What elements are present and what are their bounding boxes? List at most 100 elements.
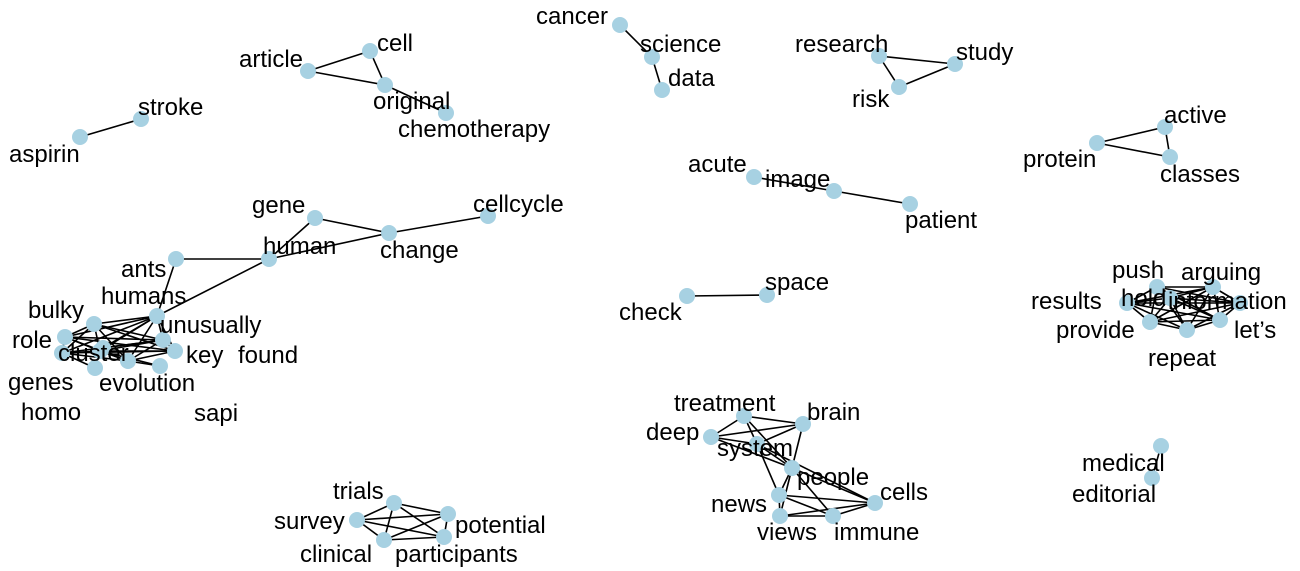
edge-check-space xyxy=(686,294,768,297)
node-hold xyxy=(1162,290,1178,306)
edge-risk-study xyxy=(898,63,956,88)
node-clinical xyxy=(376,532,392,548)
node-label-genes: genes xyxy=(8,369,73,396)
node-label-arguing: arguing xyxy=(1181,259,1261,286)
node-potential xyxy=(440,506,456,522)
node-label-acute: acute xyxy=(688,151,747,178)
node-chemotherapy xyxy=(438,105,454,121)
node-label-sapi: sapi xyxy=(194,400,238,427)
node-label-unusually: unusually xyxy=(160,312,261,339)
edge-system-news xyxy=(756,443,780,496)
node-label-cluster: cluster xyxy=(58,340,129,367)
node-label-humans: humans xyxy=(101,283,186,310)
node-label-homo: homo xyxy=(21,399,81,426)
node-survey xyxy=(349,512,365,528)
edge-role-unusually xyxy=(64,336,164,341)
edge-system-cells xyxy=(756,443,876,504)
edge-potential-clinical xyxy=(383,513,449,541)
node-label-ants: ants xyxy=(121,256,166,283)
node-human xyxy=(261,251,277,267)
node-label-study: study xyxy=(956,39,1013,66)
node-label-cells: cells xyxy=(880,479,928,506)
node-protein xyxy=(1089,135,1105,151)
node-label-trials: trials xyxy=(333,478,384,505)
edge-brain-system xyxy=(756,423,804,445)
node-treatment xyxy=(736,408,752,424)
node-key xyxy=(167,343,183,359)
edge-role-key xyxy=(64,336,176,352)
node-people xyxy=(784,460,800,476)
node-label-system: system xyxy=(717,435,793,462)
edge-arguing-repeat xyxy=(1186,286,1214,331)
node-label-research: research xyxy=(795,31,888,58)
node-label-found: found xyxy=(238,342,298,369)
edge-arguing-provide xyxy=(1149,286,1214,323)
node-provide xyxy=(1142,314,1158,330)
node-label-treatment: treatment xyxy=(674,390,776,417)
node-label-original: original xyxy=(373,88,450,115)
node-label-views: views xyxy=(757,519,817,546)
edge-treatment-people xyxy=(743,415,793,469)
node-label-cellcycle: cellcycle xyxy=(473,191,564,218)
node-label-classes: classes xyxy=(1160,161,1240,188)
edge-treatment-brain xyxy=(743,415,804,425)
edge-humans-bulky xyxy=(93,315,158,325)
node-cluster xyxy=(92,343,108,359)
edge-trials-potential xyxy=(393,502,449,515)
node-evolution xyxy=(120,353,136,369)
node-label-editorial: editorial xyxy=(1072,481,1156,508)
node-risk xyxy=(891,79,907,95)
edge-news-immune xyxy=(778,494,834,517)
node-sapi xyxy=(152,358,168,374)
edge-hold-information xyxy=(1169,297,1241,304)
edge-deep-brain xyxy=(710,423,804,438)
edge-humans-genes xyxy=(61,315,158,354)
edge-deep-people xyxy=(710,436,793,469)
node-lets xyxy=(1212,312,1228,328)
edge-humans-evolution xyxy=(127,315,158,362)
node-change xyxy=(381,225,397,241)
node-label-lets: let’s xyxy=(1234,317,1276,344)
node-space xyxy=(759,287,775,303)
node-patient xyxy=(902,196,918,212)
node-label-key: key xyxy=(186,342,223,369)
edges-layer xyxy=(61,24,1241,541)
edge-ants-humans xyxy=(156,258,177,317)
node-acute xyxy=(746,169,762,185)
edge-article-original xyxy=(307,70,386,86)
node-data xyxy=(654,82,670,98)
node-label-space: space xyxy=(765,269,829,296)
node-label-brain: brain xyxy=(807,399,860,426)
node-label-image: image xyxy=(765,166,830,193)
node-label-aspirin: aspirin xyxy=(9,141,80,168)
node-label-protein: protein xyxy=(1023,146,1096,173)
node-label-article: article xyxy=(239,46,303,73)
edge-protein-active xyxy=(1096,126,1166,144)
edge-bulky-unusually xyxy=(93,323,164,341)
node-cellcycle xyxy=(480,208,496,224)
edge-article-cell xyxy=(307,50,371,72)
edge-gene-change xyxy=(314,217,390,234)
node-label-news: news xyxy=(711,491,767,518)
edge-change-cellcycle xyxy=(388,215,489,234)
node-system xyxy=(749,436,765,452)
node-genes xyxy=(54,345,70,361)
edge-key-genes xyxy=(61,350,176,354)
node-label-role: role xyxy=(12,327,52,354)
edge-unusually-found xyxy=(102,339,164,349)
edge-survey-participants xyxy=(356,519,445,538)
node-trials xyxy=(386,495,402,511)
node-news xyxy=(771,487,787,503)
node-label-medical: medical xyxy=(1082,450,1165,477)
node-classes xyxy=(1162,149,1178,165)
node-label-potential: potential xyxy=(455,512,546,539)
node-repeat xyxy=(1179,322,1195,338)
edge-information-provide xyxy=(1149,302,1241,323)
node-cell xyxy=(362,43,378,59)
node-cells xyxy=(867,495,883,511)
node-science xyxy=(644,49,660,65)
node-label-chemotherapy: chemotherapy xyxy=(398,116,550,143)
edge-research-study xyxy=(878,55,956,65)
node-label-gene: gene xyxy=(252,192,305,219)
